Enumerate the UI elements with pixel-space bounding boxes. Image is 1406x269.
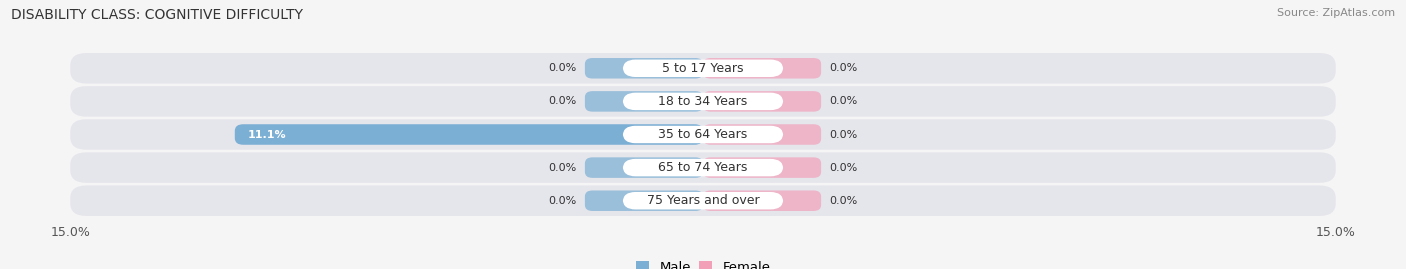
Text: 0.0%: 0.0% <box>548 63 576 73</box>
FancyBboxPatch shape <box>623 192 783 210</box>
FancyBboxPatch shape <box>703 157 821 178</box>
FancyBboxPatch shape <box>585 157 703 178</box>
Text: 0.0%: 0.0% <box>830 196 858 206</box>
Text: 0.0%: 0.0% <box>830 129 858 140</box>
Text: 75 Years and over: 75 Years and over <box>647 194 759 207</box>
FancyBboxPatch shape <box>235 124 703 145</box>
FancyBboxPatch shape <box>703 124 821 145</box>
Text: 0.0%: 0.0% <box>548 162 576 173</box>
Text: 0.0%: 0.0% <box>830 63 858 73</box>
Text: 18 to 34 Years: 18 to 34 Years <box>658 95 748 108</box>
FancyBboxPatch shape <box>623 59 783 77</box>
FancyBboxPatch shape <box>70 119 1336 150</box>
Text: 0.0%: 0.0% <box>548 196 576 206</box>
Text: 65 to 74 Years: 65 to 74 Years <box>658 161 748 174</box>
Text: DISABILITY CLASS: COGNITIVE DIFFICULTY: DISABILITY CLASS: COGNITIVE DIFFICULTY <box>11 8 304 22</box>
FancyBboxPatch shape <box>623 93 783 110</box>
FancyBboxPatch shape <box>70 53 1336 83</box>
FancyBboxPatch shape <box>585 58 703 79</box>
FancyBboxPatch shape <box>623 126 783 143</box>
FancyBboxPatch shape <box>703 91 821 112</box>
Text: 0.0%: 0.0% <box>548 96 576 107</box>
Text: Source: ZipAtlas.com: Source: ZipAtlas.com <box>1277 8 1395 18</box>
Text: 5 to 17 Years: 5 to 17 Years <box>662 62 744 75</box>
Legend: Male, Female: Male, Female <box>630 256 776 269</box>
Text: 0.0%: 0.0% <box>830 162 858 173</box>
FancyBboxPatch shape <box>70 152 1336 183</box>
FancyBboxPatch shape <box>70 86 1336 117</box>
FancyBboxPatch shape <box>70 186 1336 216</box>
FancyBboxPatch shape <box>585 91 703 112</box>
Text: 35 to 64 Years: 35 to 64 Years <box>658 128 748 141</box>
FancyBboxPatch shape <box>585 190 703 211</box>
FancyBboxPatch shape <box>703 58 821 79</box>
FancyBboxPatch shape <box>703 190 821 211</box>
Text: 11.1%: 11.1% <box>247 129 285 140</box>
Text: 0.0%: 0.0% <box>830 96 858 107</box>
FancyBboxPatch shape <box>623 159 783 176</box>
